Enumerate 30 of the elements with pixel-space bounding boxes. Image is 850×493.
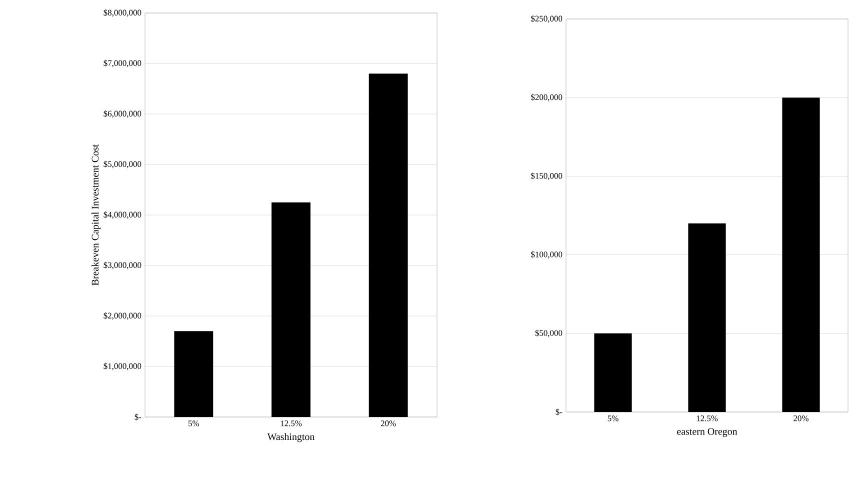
x-axis-title: eastern Oregon bbox=[677, 428, 738, 437]
x-tick-label: 5% bbox=[608, 416, 618, 422]
bar bbox=[272, 202, 310, 417]
x-tick-label: 5% bbox=[188, 420, 200, 426]
x-tick-label: 12.5% bbox=[280, 420, 302, 426]
bar bbox=[594, 333, 632, 412]
y-tick-label: $- bbox=[134, 414, 142, 420]
y-tick-label: $50,000 bbox=[535, 330, 562, 338]
y-tick-label: $8,000,000 bbox=[104, 9, 142, 17]
bar bbox=[368, 74, 408, 417]
y-tick-label: $200,000 bbox=[531, 94, 562, 102]
y-tick-label: $250,000 bbox=[531, 15, 562, 23]
bar bbox=[688, 223, 726, 412]
x-tick-label: 20% bbox=[380, 420, 396, 426]
y-tick-label: $4,000,000 bbox=[104, 211, 142, 219]
y-tick-label: $- bbox=[556, 408, 562, 416]
y-tick-label: $3,000,000 bbox=[104, 262, 142, 270]
y-tick-label: $7,000,000 bbox=[104, 60, 142, 68]
y-tick-label: $100,000 bbox=[531, 251, 562, 259]
x-tick-label: 12.5% bbox=[696, 416, 718, 422]
y-tick-label: $150,000 bbox=[531, 172, 562, 180]
x-tick-label: 20% bbox=[794, 416, 808, 422]
bar bbox=[782, 98, 820, 412]
y-axis-title: Breakeven Capital Investment Cost bbox=[91, 144, 101, 286]
y-tick-label: $1,000,000 bbox=[104, 362, 142, 370]
y-tick-label: $2,000,000 bbox=[104, 312, 142, 320]
y-tick-label: $6,000,000 bbox=[104, 110, 142, 118]
y-tick-label: $5,000,000 bbox=[104, 160, 142, 168]
x-axis-title: Washington bbox=[267, 433, 315, 442]
bar bbox=[174, 331, 214, 417]
